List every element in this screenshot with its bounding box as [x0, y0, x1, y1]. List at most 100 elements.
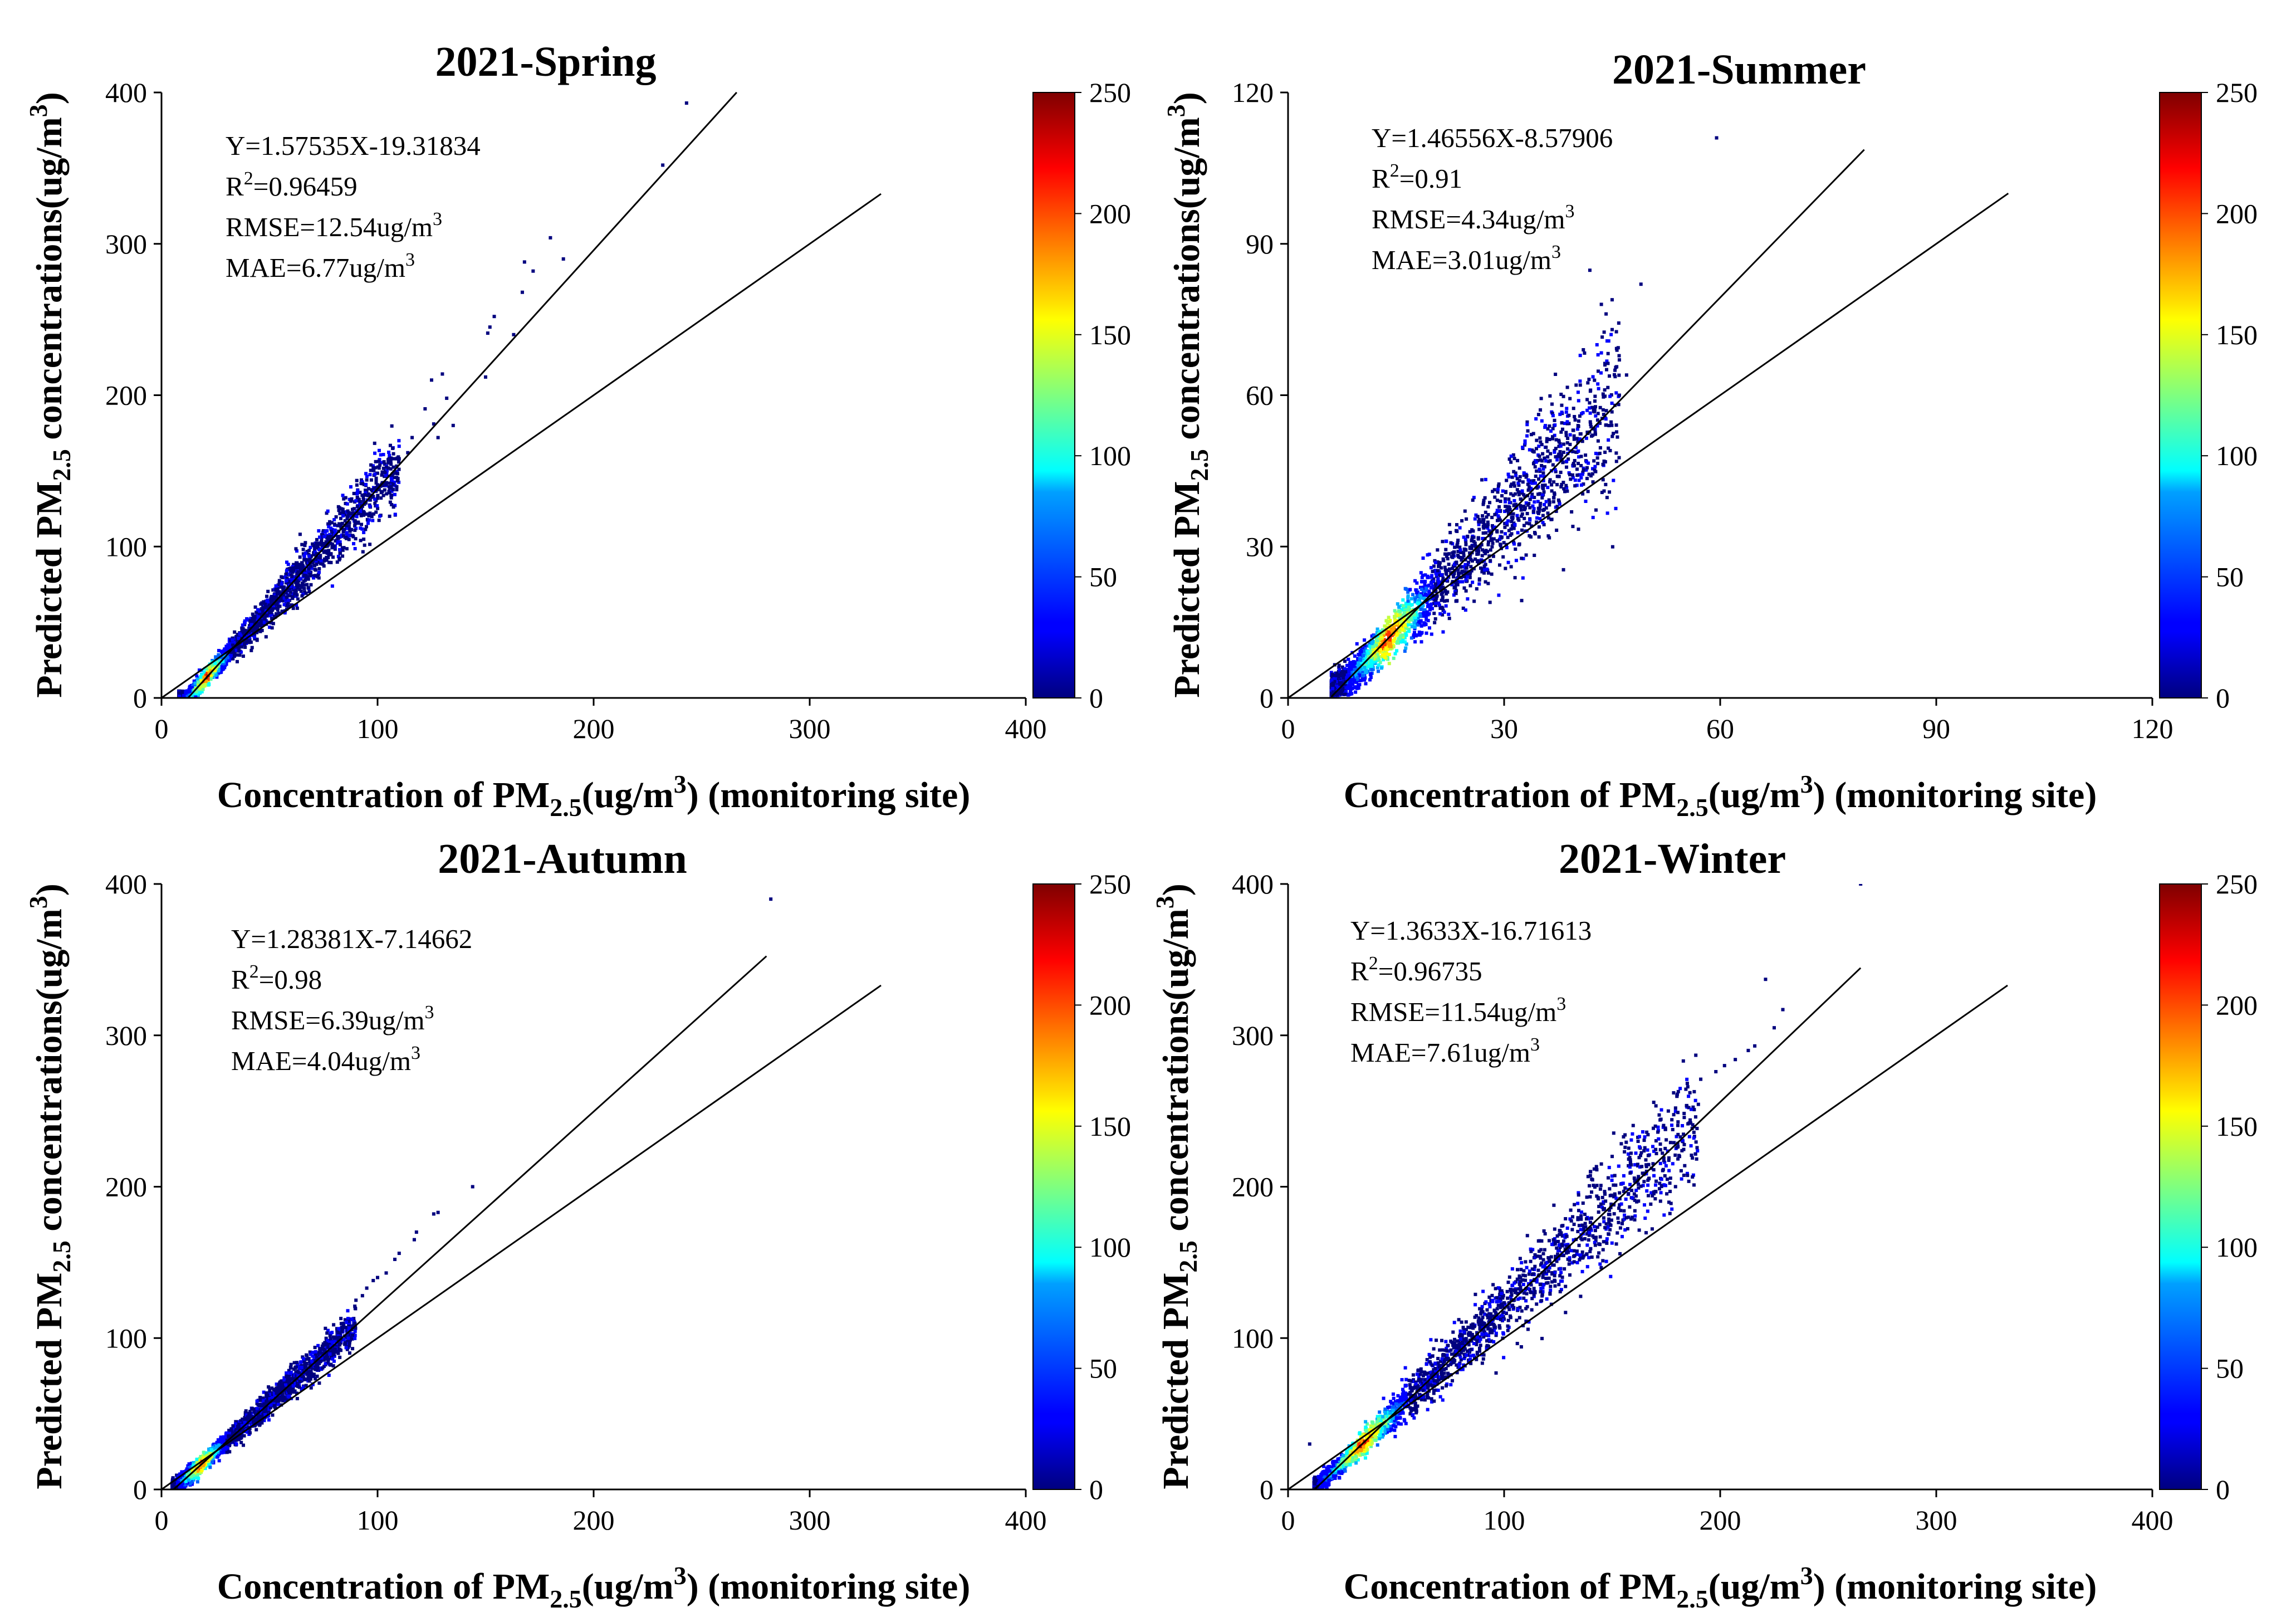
scatter-point	[1425, 600, 1429, 604]
scatter-point	[340, 533, 344, 537]
scatter-point	[1491, 541, 1495, 545]
scatter-point	[1501, 555, 1505, 559]
scatter-point	[1457, 580, 1461, 584]
scatter-point	[373, 451, 377, 455]
scatter-point	[1444, 539, 1448, 543]
scatter-point	[320, 533, 324, 537]
scatter-point	[1366, 652, 1370, 656]
scatter-point	[1476, 559, 1480, 563]
scatter-point	[287, 567, 291, 571]
scatter-point	[1587, 461, 1590, 465]
scatter-point	[351, 535, 355, 539]
scatter-point	[329, 553, 332, 556]
scatter-point	[375, 471, 379, 475]
scatter-point	[1394, 614, 1398, 618]
scatter-point	[379, 453, 383, 457]
scatter-point	[1462, 551, 1466, 555]
scatter-point	[1447, 552, 1451, 556]
scatter-point	[393, 483, 397, 487]
scatter-point	[1396, 602, 1399, 606]
scatter-point	[1558, 450, 1562, 454]
scatter-point	[1437, 601, 1441, 605]
scatter-point	[1574, 450, 1578, 454]
scatter-point	[1463, 538, 1467, 541]
scatter-point	[1551, 437, 1555, 441]
scatter-point	[1374, 643, 1378, 647]
scatter-point	[1565, 420, 1569, 424]
scatter-point	[387, 451, 391, 455]
scatter-point	[1402, 604, 1406, 608]
scatter-point	[1387, 652, 1391, 656]
scatter-point	[285, 595, 288, 599]
scatter-point	[1535, 469, 1539, 473]
scatter-point	[302, 579, 306, 583]
scatter-point	[388, 514, 391, 518]
scatter-point	[1523, 441, 1527, 445]
stats-box: Y=1.57535X-19.31834 R2=0.96459 RMSE=12.5…	[226, 130, 481, 283]
scatter-point	[1533, 500, 1536, 504]
colorbar-tick-label: 50	[1089, 561, 1117, 593]
scatter-point	[1590, 467, 1594, 471]
scatter-point	[356, 488, 360, 492]
scatter-point	[248, 619, 252, 623]
scatter-point	[1441, 608, 1445, 612]
scatter-point	[440, 372, 444, 376]
scatter-point	[221, 652, 225, 656]
scatter-point	[360, 480, 364, 484]
scatter-point	[375, 496, 379, 500]
scatter-point	[327, 549, 331, 553]
scatter-point	[368, 498, 372, 502]
scatter-point	[249, 648, 253, 652]
scatter-point	[1542, 522, 1546, 526]
scatter-point	[1363, 646, 1367, 650]
scatter-point	[203, 667, 207, 671]
scatter-point	[1421, 556, 1425, 560]
scatter-point	[1559, 455, 1563, 458]
scatter-point	[1432, 564, 1436, 568]
scatter-point	[237, 648, 241, 652]
scatter-point	[283, 611, 287, 615]
scatter-point	[1429, 604, 1433, 608]
scatter-point	[1461, 607, 1465, 610]
scatter-point	[259, 602, 263, 606]
scatter-point	[311, 542, 315, 546]
scatter-point	[1455, 523, 1459, 527]
scatter-point	[377, 448, 381, 452]
scatter-point	[1514, 547, 1517, 551]
scatter-point	[1458, 545, 1462, 549]
scatter-point	[264, 635, 268, 639]
scatter-point	[1585, 477, 1589, 481]
scatter-point	[1545, 437, 1549, 441]
scatter-point	[1505, 523, 1509, 527]
scatter-point	[288, 578, 292, 582]
scatter-point	[284, 591, 288, 595]
scatter-point	[1480, 543, 1484, 547]
scatter-point	[1603, 394, 1607, 398]
scatter-point	[296, 583, 300, 587]
scatter-point	[345, 532, 349, 536]
scatter-point	[1363, 678, 1367, 682]
scatter-point	[1598, 451, 1602, 455]
scatter-point	[376, 460, 380, 463]
scatter-point	[1571, 476, 1575, 480]
scatter-point	[322, 564, 326, 568]
scatter-point	[484, 375, 487, 379]
fit-lines	[161, 91, 882, 699]
scatter-point	[248, 638, 252, 642]
scatter-point	[379, 496, 383, 500]
scatter-point	[1447, 612, 1451, 616]
scatter-point	[1575, 473, 1579, 477]
scatter-point	[241, 623, 244, 627]
scatter-point	[315, 562, 319, 566]
scatter-point	[1460, 519, 1464, 522]
scatter-point	[371, 466, 375, 470]
scatter-point	[276, 583, 280, 587]
scatter-point	[1426, 613, 1430, 617]
scatter-point	[301, 548, 305, 551]
scatter-point	[1499, 499, 1502, 503]
scatter-point	[209, 669, 213, 673]
scatter-point	[1456, 550, 1460, 554]
scatter-point	[684, 101, 688, 105]
